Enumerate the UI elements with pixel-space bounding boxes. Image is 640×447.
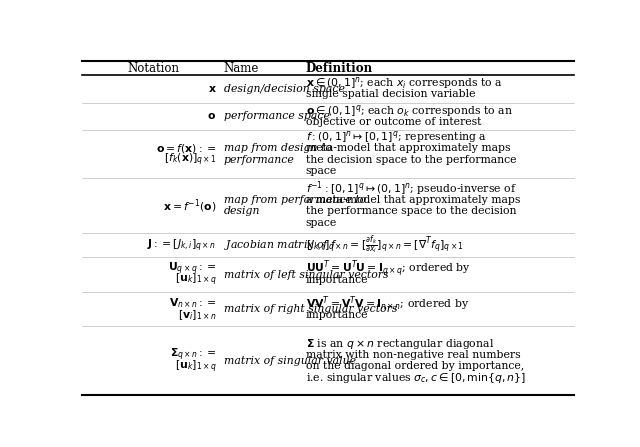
Text: importance: importance xyxy=(306,275,368,285)
Text: $\mathbf{o}$: $\mathbf{o}$ xyxy=(207,111,216,121)
Text: $[\mathbf{v}_i]_{1\times n}$: $[\mathbf{v}_i]_{1\times n}$ xyxy=(178,308,216,321)
Text: $\mathbf{\Sigma}_{q\times n} :=$: $\mathbf{\Sigma}_{q\times n} :=$ xyxy=(170,347,216,363)
Text: Notation: Notation xyxy=(127,62,179,75)
Text: i.e. singular values $\sigma_c, c \in [0, \min\{q,n\}]$: i.e. singular values $\sigma_c, c \in [0… xyxy=(306,371,525,385)
Text: space: space xyxy=(306,166,337,176)
Text: matrix of singular value: matrix of singular value xyxy=(224,356,356,366)
Text: performance space: performance space xyxy=(224,111,330,121)
Text: single spatial decision variable: single spatial decision variable xyxy=(306,89,475,99)
Text: the performance space to the decision: the performance space to the decision xyxy=(306,207,516,216)
Text: $\mathbf{J} := [J_{k,i}]_{q\times n}$: $\mathbf{J} := [J_{k,i}]_{q\times n}$ xyxy=(147,237,216,253)
Text: $\mathbf{o} = f(\mathbf{x}) :=$: $\mathbf{o} = f(\mathbf{x}) :=$ xyxy=(156,142,216,155)
Text: the decision space to the performance: the decision space to the performance xyxy=(306,155,516,165)
Text: importance: importance xyxy=(306,310,368,320)
Text: map from performance to: map from performance to xyxy=(224,195,366,205)
Text: $[J_{k,i}]_{q\times n} = [\frac{\partial f_k}{\partial x_i}]_{q\times n} = [\nab: $[J_{k,i}]_{q\times n} = [\frac{\partial… xyxy=(306,234,464,257)
Text: Definition: Definition xyxy=(306,62,373,75)
Text: $\mathbf{V}\mathbf{V}^T = \mathbf{V}^T\mathbf{V} = \mathbf{I}_{n\times n}$; orde: $\mathbf{V}\mathbf{V}^T = \mathbf{V}^T\m… xyxy=(306,294,469,312)
Text: $f^{-1}:[0,1]^q \mapsto (0,1]^n$; pseudo-inverse of: $f^{-1}:[0,1]^q \mapsto (0,1]^n$; pseudo… xyxy=(306,179,516,198)
Text: performance: performance xyxy=(224,155,294,165)
Text: $\mathbf{x}$: $\mathbf{x}$ xyxy=(207,84,216,94)
Text: objective or outcome of interest: objective or outcome of interest xyxy=(306,117,481,127)
Text: Name: Name xyxy=(224,62,259,75)
Text: matrix of left singular vectors: matrix of left singular vectors xyxy=(224,270,388,280)
Text: $\mathbf{U}_{q\times q} :=$: $\mathbf{U}_{q\times q} :=$ xyxy=(168,261,216,277)
Text: design: design xyxy=(224,207,260,216)
Text: matrix of right singular vectors: matrix of right singular vectors xyxy=(224,304,397,314)
Text: $[\mathbf{u}_k]_{1\times q}$: $[\mathbf{u}_k]_{1\times q}$ xyxy=(175,272,216,288)
Text: $\mathbf{x} \in (0,1]^n$; each $x_i$ corresponds to a: $\mathbf{x} \in (0,1]^n$; each $x_i$ cor… xyxy=(306,75,502,91)
Text: matrix with non-negative real numbers: matrix with non-negative real numbers xyxy=(306,350,520,360)
Text: $[f_k(\mathbf{x})]_{q\times 1}$: $[f_k(\mathbf{x})]_{q\times 1}$ xyxy=(163,152,216,168)
Text: Jacobian matrix of $f$: Jacobian matrix of $f$ xyxy=(224,238,337,253)
Text: space: space xyxy=(306,218,337,228)
Text: $\mathbf{\Sigma}$ is an $q \times n$ rectangular diagonal: $\mathbf{\Sigma}$ is an $q \times n$ rec… xyxy=(306,337,494,350)
Text: design/decision space: design/decision space xyxy=(224,84,345,94)
Text: $\mathbf{o} \in (0,1]^q$; each $o_k$ corresponds to an: $\mathbf{o} \in (0,1]^q$; each $o_k$ cor… xyxy=(306,103,513,118)
Text: $\mathbf{U}\mathbf{U}^T = \mathbf{U}^T\mathbf{U} = \mathbf{I}_{q\times q}$; orde: $\mathbf{U}\mathbf{U}^T = \mathbf{U}^T\m… xyxy=(306,258,470,279)
Text: map from design to: map from design to xyxy=(224,143,332,153)
Text: $\mathbf{V}_{n\times n} :=$: $\mathbf{V}_{n\times n} :=$ xyxy=(168,296,216,310)
Text: $f:(0,1]^n \mapsto [0,1]^q$; representing a: $f:(0,1]^n \mapsto [0,1]^q$; representin… xyxy=(306,129,487,145)
Text: on the diagonal ordered by importance,: on the diagonal ordered by importance, xyxy=(306,361,524,371)
Text: meta-model that approximately maps: meta-model that approximately maps xyxy=(306,143,510,153)
Text: $\mathbf{x} = f^{-1}(\mathbf{o})$: $\mathbf{x} = f^{-1}(\mathbf{o})$ xyxy=(163,197,216,215)
Text: $[\mathbf{u}_k]_{1\times q}$: $[\mathbf{u}_k]_{1\times q}$ xyxy=(175,358,216,375)
Text: a meta-model that approximately maps: a meta-model that approximately maps xyxy=(306,195,520,205)
